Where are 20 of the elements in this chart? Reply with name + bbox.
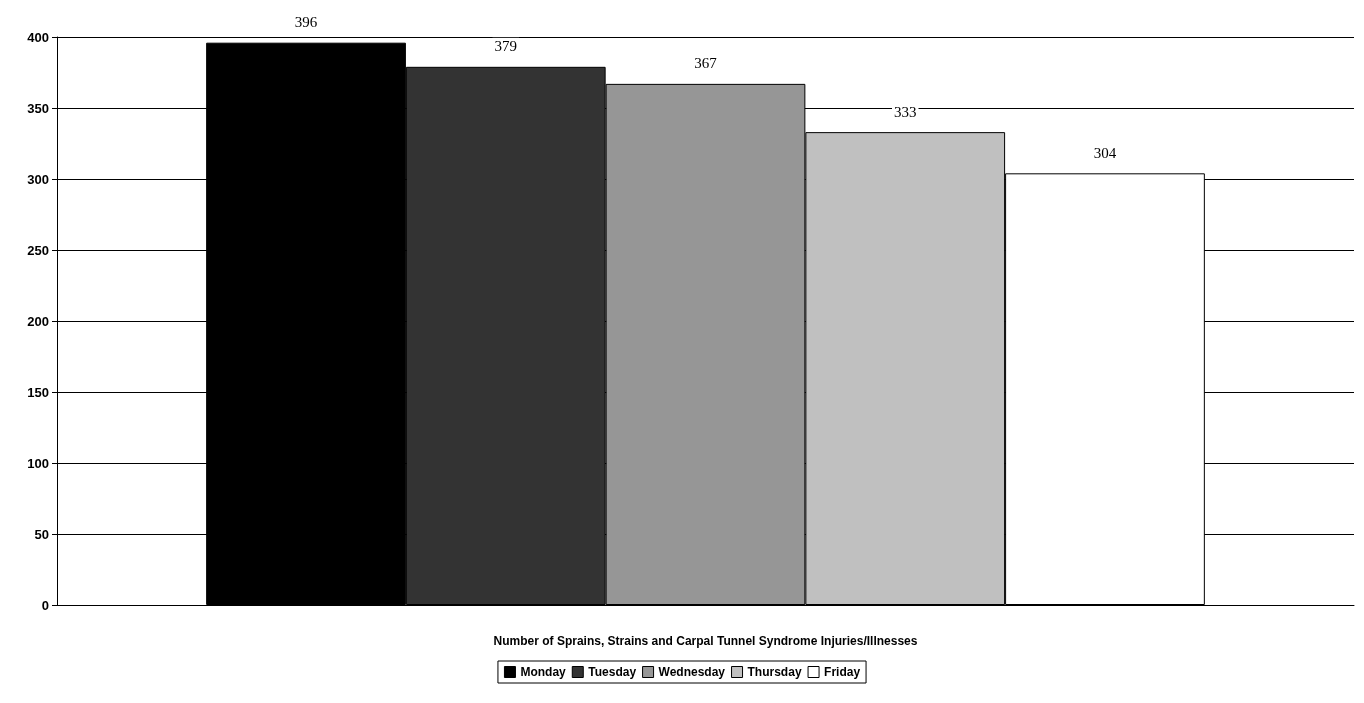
data-label: 333 <box>893 103 917 120</box>
y-tick-label: 250 <box>27 242 49 258</box>
legend-label: Wednesday <box>658 665 726 679</box>
data-label: 379 <box>494 38 518 55</box>
x-axis-title: Number of Sprains, Strains and Carpal Tunnel Syndrome Injuries/Illnesses <box>493 634 918 648</box>
y-tick-label: 350 <box>27 100 49 116</box>
y-tick-label: 150 <box>27 384 49 400</box>
legend-label: Tuesday <box>588 665 637 679</box>
data-label: 367 <box>694 55 718 72</box>
legend-label: Thursday <box>747 665 802 679</box>
legend-label: Monday <box>520 665 567 679</box>
y-tick-label: 50 <box>34 526 49 542</box>
legend-label: Friday <box>824 665 861 679</box>
y-tick-label: 0 <box>41 597 49 613</box>
y-tick-label: 400 <box>27 29 49 45</box>
y-tick-label: 200 <box>27 313 49 329</box>
data-label: 304 <box>1093 144 1117 161</box>
y-tick-label: 300 <box>27 171 49 187</box>
y-tick-label: 100 <box>27 455 49 471</box>
data-label: 396 <box>294 14 318 31</box>
